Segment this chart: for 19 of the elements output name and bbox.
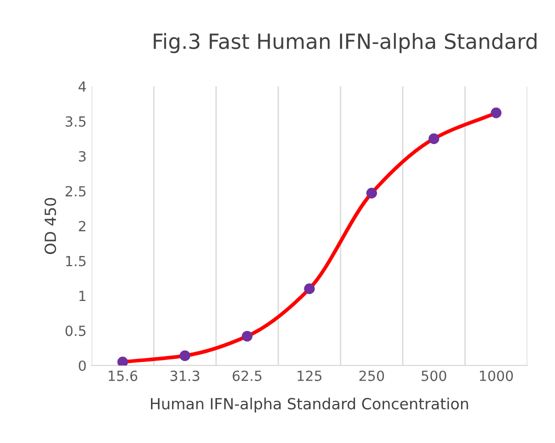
- y-tick-label: 3: [78, 151, 86, 162]
- x-tick-label: 15.6: [108, 370, 138, 382]
- y-tick-label: 4: [78, 82, 86, 92]
- x-tick-label: 500: [422, 370, 446, 382]
- y-tick-label: 0: [78, 360, 86, 371]
- y-tick-label: 2: [78, 220, 86, 232]
- y-tick-label: 2.5: [66, 186, 86, 197]
- y-tick-label: 0.5: [66, 326, 86, 336]
- x-axis-title: Human IFN-alpha Standard Concentration: [150, 398, 468, 412]
- y-tick-label: 1.5: [66, 256, 86, 266]
- y-axis-title: OD 450: [44, 198, 56, 254]
- y-tick-label: 3.5: [66, 116, 86, 127]
- chart-title: Fig.3 Fast Human IFN-alpha Standard: [154, 32, 536, 54]
- y-tick-label: 1: [79, 290, 86, 301]
- x-tick-label: 31.3: [170, 370, 200, 382]
- x-tick-label: 250: [359, 370, 384, 382]
- x-tick-label: 1000: [480, 370, 513, 382]
- x-tick-label: 125: [298, 370, 322, 382]
- x-tick-label: 62.5: [232, 370, 262, 382]
